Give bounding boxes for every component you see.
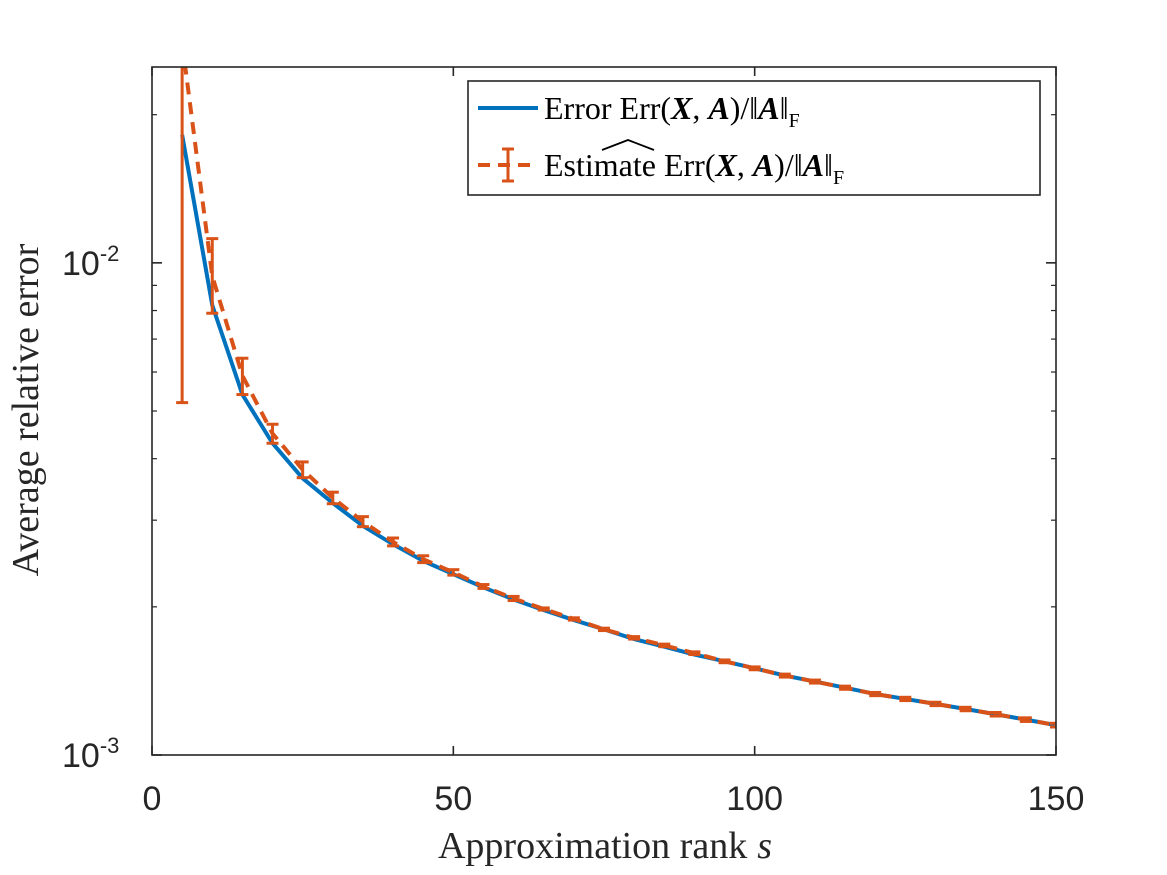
legend-estimate-x: X: [714, 147, 737, 183]
error-bar: [658, 642, 671, 649]
legend-error-err: Err: [620, 90, 661, 126]
error-bar: [266, 422, 279, 445]
x-axis-title-variable: s: [757, 825, 772, 867]
error-bar: [989, 710, 1002, 718]
y-tick-label: 10-3: [62, 733, 119, 775]
legend-error-comma: ,: [692, 90, 708, 126]
error-bar: [387, 536, 400, 548]
legend-entry-error: Error Err(X, A)/‖A‖F: [544, 90, 800, 132]
error-bar: [628, 635, 641, 641]
error-bar: [718, 658, 731, 665]
error-bar: [417, 554, 430, 565]
legend: Error Err(X, A)/‖A‖F Estimate Err(X, A)/…: [467, 80, 1041, 196]
y-axis-title: Average relative error: [5, 243, 47, 576]
y-tick-label: 10-2: [62, 241, 119, 283]
error-bar: [929, 700, 942, 708]
error-bar: [537, 606, 550, 612]
legend-error-close: )/‖: [730, 90, 759, 126]
legend-estimate-norm-a: A: [801, 147, 824, 183]
y-tick-label-exponent: -2: [100, 241, 120, 266]
error-bar: [959, 705, 972, 713]
legend-estimate-norm-close: ‖: [824, 147, 833, 183]
error-bar: [808, 678, 821, 685]
legend-estimate-comma: ,: [737, 147, 753, 183]
x-axis-title: Approximation rank s: [438, 825, 772, 867]
error-bar: [477, 583, 490, 590]
error-bar: [839, 684, 852, 691]
legend-estimate-close: )/‖: [774, 147, 803, 183]
error-bar: [1050, 721, 1056, 729]
error-bar: [567, 616, 580, 622]
legend-error-x: X: [670, 90, 693, 126]
legend-estimate-a: A: [751, 147, 774, 183]
error-bar: [688, 650, 701, 657]
error-bar: [326, 490, 339, 506]
x-tick-label: 150: [1028, 780, 1085, 818]
error-bar: [296, 460, 309, 480]
error-bar: [447, 568, 460, 577]
y-tick-label-base: 10: [62, 245, 100, 283]
error-bar: [778, 672, 791, 679]
legend-swatch-estimate: [478, 147, 538, 183]
error-bar: [1019, 716, 1032, 723]
x-tick-label: 50: [434, 780, 472, 818]
legend-estimate-sub: F: [833, 167, 844, 189]
y-tick-label-exponent: -3: [100, 733, 120, 758]
legend-estimate-hat: [601, 139, 655, 151]
error-bar: [176, 67, 189, 405]
legend-error-norm-a: A: [756, 90, 779, 126]
legend-estimate-open-paren: (: [705, 147, 716, 183]
legend-error-prefix: Error: [544, 90, 620, 126]
x-tick-label: 0: [143, 780, 162, 818]
error-bar: [899, 695, 912, 703]
legend-error-sub: F: [789, 110, 800, 132]
legend-error-open-paren: (: [660, 90, 671, 126]
x-tick-label: 100: [726, 780, 783, 818]
error-bar: [206, 237, 219, 315]
x-axis-title-text: Approximation rank: [438, 825, 747, 867]
plot-area: [176, 67, 1056, 729]
legend-error-a: A: [706, 90, 729, 126]
legend-error-norm-close: ‖: [780, 90, 789, 126]
series-group: [176, 67, 1056, 729]
legend-estimate-prefix: Estimate: [544, 147, 664, 183]
error-bar: [507, 594, 520, 603]
legend-entry-estimate: Estimate Err(X, A)/‖A‖F: [544, 147, 844, 189]
legend-box: [467, 80, 1041, 196]
error-bar: [236, 356, 249, 397]
error-bar: [748, 665, 761, 672]
error-bar: [598, 626, 610, 633]
error-bar: [356, 515, 369, 529]
legend-estimate-err: Err: [664, 147, 705, 183]
error-bar: [869, 690, 882, 698]
y-tick-label-base: 10: [62, 737, 100, 775]
